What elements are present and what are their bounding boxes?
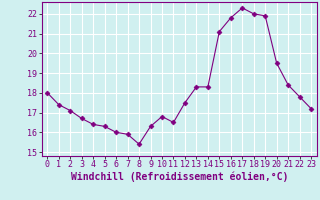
X-axis label: Windchill (Refroidissement éolien,°C): Windchill (Refroidissement éolien,°C) — [70, 172, 288, 182]
